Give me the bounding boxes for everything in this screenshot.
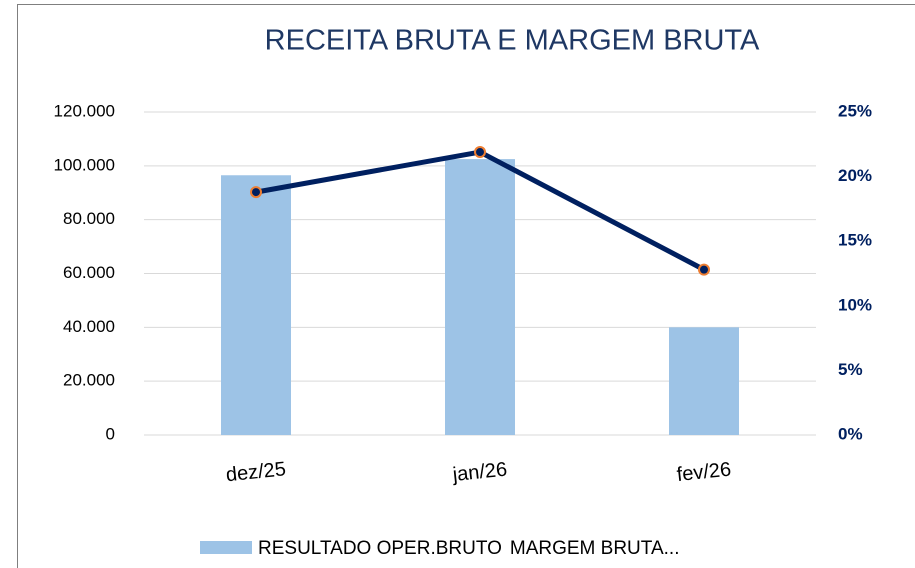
y2-tick-label: 15% <box>838 231 872 250</box>
y-tick-label: 80.000 <box>63 209 115 228</box>
y2-tick-label: 20% <box>838 166 872 185</box>
line-marker <box>474 146 486 159</box>
y2-tick-label: 0% <box>838 424 863 443</box>
chart-title: RECEITA BRUTA E MARGEM BRUTA <box>265 25 760 57</box>
line-marker <box>698 263 710 276</box>
y2-tick-label: 5% <box>838 360 863 379</box>
y-tick-label: 60.000 <box>63 263 115 282</box>
legend-label: MARGEM BRUTA... <box>510 538 680 559</box>
y-tick-label: 40.000 <box>63 317 115 336</box>
bar <box>445 159 515 435</box>
y2-tick-label: 25% <box>838 101 872 120</box>
bar <box>221 175 291 436</box>
line-marker <box>250 186 262 199</box>
legend-swatch <box>200 541 252 554</box>
bar <box>669 327 739 435</box>
y-tick-label: 20.000 <box>63 371 115 390</box>
y-tick-label: 120.000 <box>54 101 115 120</box>
y-tick-label: 0 <box>106 424 115 443</box>
legend-label: RESULTADO OPER.BRUTO <box>258 538 502 559</box>
y-tick-label: 100.000 <box>54 155 115 174</box>
y2-tick-label: 10% <box>838 295 872 314</box>
